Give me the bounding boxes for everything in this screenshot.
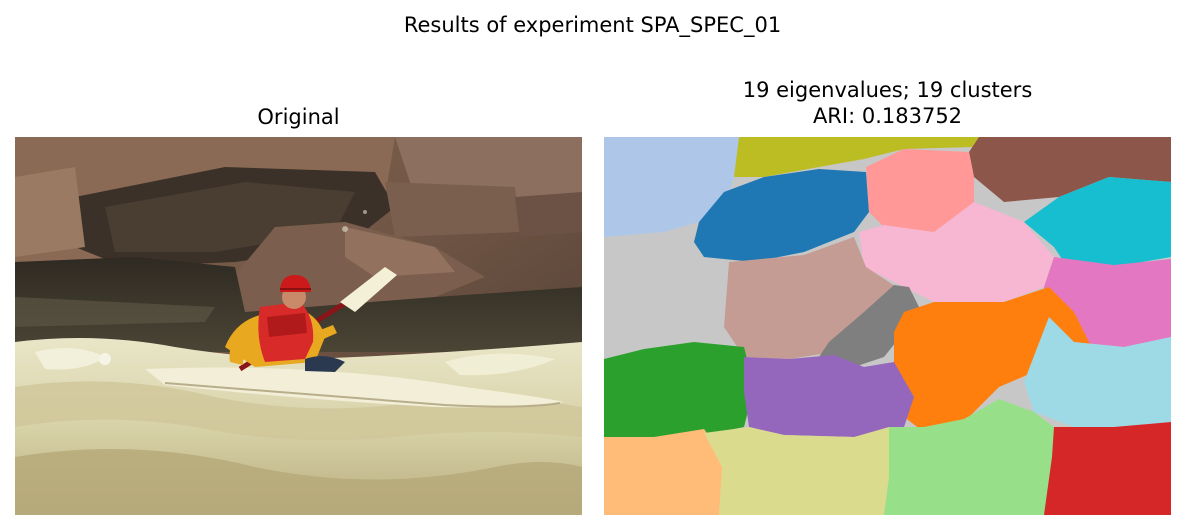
cluster-region-18 — [1044, 422, 1171, 515]
ari-score-line: ARI: 0.183752 — [812, 104, 963, 128]
cluster-region-11 — [894, 287, 1094, 432]
original-image — [15, 137, 582, 515]
cluster-region-16 — [704, 427, 904, 515]
cluster-region-1 — [604, 137, 739, 237]
cluster-region-15 — [604, 429, 724, 515]
cluster-region-6 — [859, 202, 1054, 302]
cluster-region-14 — [1024, 317, 1171, 427]
cluster-region-9 — [809, 285, 919, 375]
segmentation-title-line1: 19 eigenvalues; 19 clusters — [742, 78, 1033, 102]
original-panel-title: Original — [257, 105, 340, 129]
cluster-region-3 — [969, 137, 1171, 202]
cluster-region-5 — [866, 149, 974, 232]
figure-suptitle: Results of experiment SPA_SPEC_01 — [403, 13, 782, 37]
segmentation-panel-title: 19 eigenvalues; 19 clusters ARI: 0.18375… — [604, 77, 1171, 129]
cluster-region-2 — [734, 137, 979, 177]
cluster-region-17 — [884, 399, 1054, 515]
cluster-region-7 — [1024, 177, 1171, 267]
cluster-region-4 — [694, 169, 869, 262]
segmentation-map — [604, 137, 1171, 515]
cluster-region-12 — [604, 342, 754, 437]
cluster-region-13 — [744, 355, 914, 437]
